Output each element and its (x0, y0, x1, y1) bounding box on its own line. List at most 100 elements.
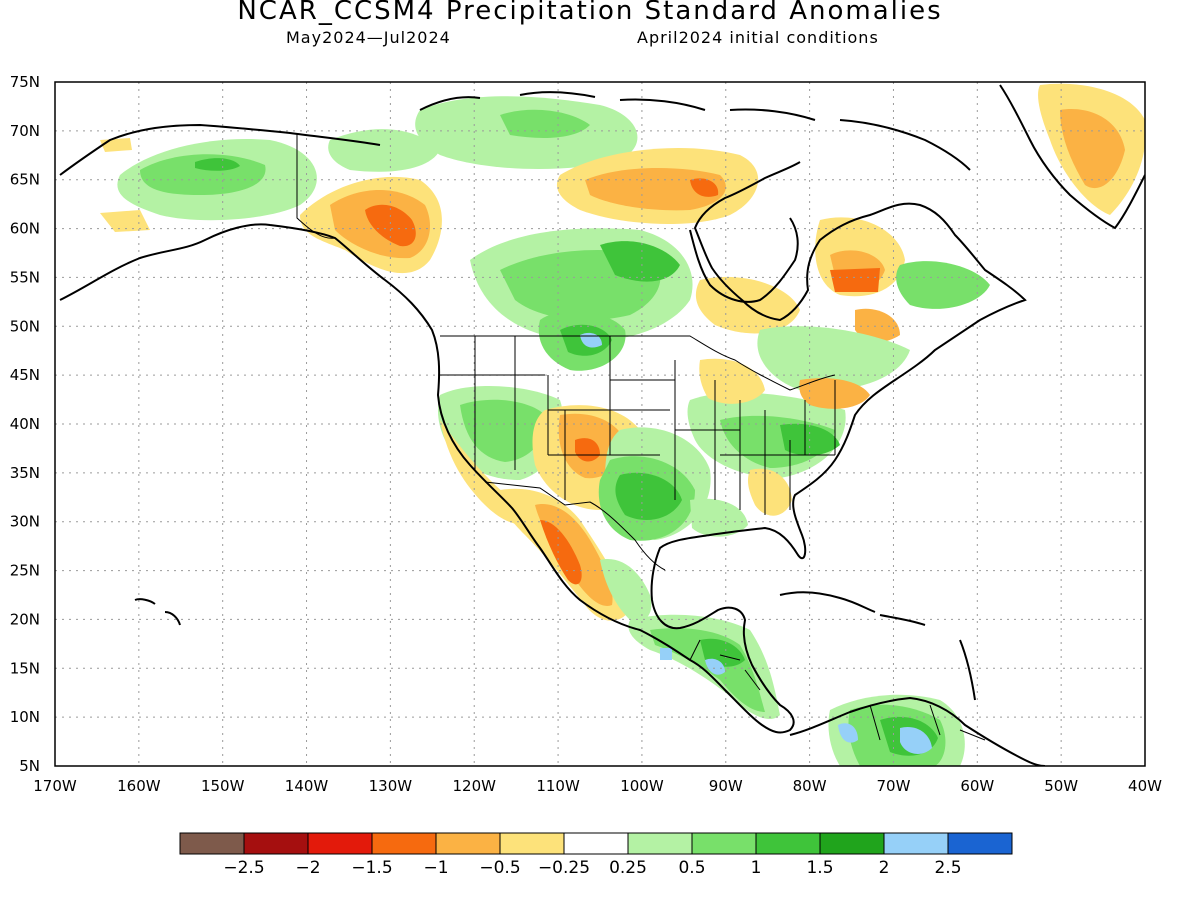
anomaly-gulf-stlawrence-dry (855, 308, 900, 342)
colorbar-label: −0.25 (538, 858, 590, 878)
anomaly-guatemala-wet-extreme (705, 658, 725, 675)
anomaly-arctic-wet (328, 129, 440, 172)
colorbar-label: 2 (879, 858, 890, 878)
lon-tick-label: 170W (33, 777, 77, 795)
anomaly-alaska-dry-small (100, 138, 132, 152)
lat-tick-label: 45N (10, 366, 40, 384)
anomaly-chiapas-wet-extreme (660, 648, 672, 660)
us-mexico-border (484, 481, 666, 571)
colorbar-label: −2.5 (223, 858, 264, 878)
colorbar-label: −1 (423, 858, 448, 878)
anomaly-bc-dry-strong (365, 204, 416, 247)
colorbar-swatch (755, 832, 821, 855)
south-america-borders (869, 704, 986, 741)
anomaly-gulf-coast-wet (690, 498, 748, 537)
canadian-archipelago (419, 91, 971, 171)
colorbar-swatch (179, 832, 245, 855)
anomaly-quebec-dry-strong (830, 268, 880, 292)
colorbar-swatch (563, 832, 629, 855)
anomaly-shading (100, 83, 1145, 766)
hawaii-islands (134, 598, 181, 626)
alaska-north-coast (59, 123, 381, 176)
anomaly-hudson-dry-mod (585, 168, 726, 211)
north-america-coastline (59, 161, 1027, 734)
us-canada-border (440, 335, 836, 391)
anomaly-labrador-wet (896, 261, 990, 309)
anomaly-greenland-dry-mod (1060, 109, 1125, 189)
lon-tick-label: 70W (877, 777, 911, 795)
lon-tick-label: 140W (285, 777, 329, 795)
lon-tick-label: 110W (536, 777, 580, 795)
lat-tick-label: 20N (10, 610, 40, 628)
gulf-islands-cuba (779, 591, 976, 701)
anomaly-central-mexico-wet (600, 559, 652, 622)
lon-tick-label: 80W (793, 777, 827, 795)
graticule (55, 82, 1145, 766)
lat-tick-label: 15N (10, 659, 40, 677)
colorbar-swatch (947, 832, 1013, 855)
colorbar-label: 2.5 (934, 858, 961, 878)
colorbar-swatch (819, 832, 885, 855)
lat-tick-label: 60N (10, 220, 40, 238)
lon-tick-label: 150W (201, 777, 245, 795)
lon-tick-label: 90W (709, 777, 743, 795)
lat-tick-label: 35N (10, 464, 40, 482)
lat-tick-label: 40N (10, 415, 40, 433)
lat-tick-label: 5N (19, 757, 40, 775)
lat-tick-label: 65N (10, 171, 40, 189)
colorbar-label: −0.5 (479, 858, 520, 878)
colorbar-label: −1.5 (351, 858, 392, 878)
lon-tick-label: 120W (452, 777, 496, 795)
anomaly-dakota-wet-extreme (580, 332, 602, 348)
us-state-lines (440, 336, 836, 515)
lat-tick-label: 25N (10, 562, 40, 580)
colorbar-swatch (307, 832, 373, 855)
anomaly-four-corners-dry-strong (575, 438, 600, 462)
colorbar-swatch (371, 832, 437, 855)
longitude-labels: 170W 160W 150W 140W 130W 120W 110W 100W 90W 80W 70… (33, 777, 1162, 795)
colorbar-label: 0.25 (609, 858, 647, 878)
colorbar-label: −2 (295, 858, 320, 878)
map-title: NCAR_CCSM4 Precipitation Standard Anomal… (237, 0, 943, 26)
lon-tick-label: 60W (960, 777, 994, 795)
colorbar-swatch (435, 832, 501, 855)
lat-tick-label: 30N (10, 513, 40, 531)
lat-tick-label: 75N (10, 73, 40, 91)
anomaly-venezuela-wet-extreme (900, 726, 932, 754)
colorbar-swatch (691, 832, 757, 855)
colorbar-label: 0.5 (678, 858, 705, 878)
lon-tick-label: 50W (1044, 777, 1078, 795)
central-america-borders (689, 639, 761, 691)
lat-tick-label: 50N (10, 317, 40, 335)
lon-tick-label: 40W (1128, 777, 1162, 795)
lat-tick-label: 70N (10, 122, 40, 140)
lat-tick-label: 10N (10, 708, 40, 726)
lon-tick-label: 160W (117, 777, 161, 795)
anomaly-eastern-canada-wet (757, 326, 910, 391)
alaska-canada-border (296, 134, 336, 239)
colorbar: −2.5 −2 −1.5 −1 −0.5 −0.25 0.25 0.5 1 1.5 2 2.5 (179, 832, 1013, 878)
anomaly-alaska-wet-max (195, 158, 240, 171)
colorbar-swatch (499, 832, 565, 855)
anomaly-colombia-wet-extreme (838, 723, 858, 743)
political-borders (296, 134, 986, 741)
lat-tick-label: 55N (10, 268, 40, 286)
colorbar-label: 1 (751, 858, 762, 878)
colorbar-label: 1.5 (806, 858, 833, 878)
latitude-labels: 75N 70N 65N 60N 55N 50N 45N 40N 35N 30N 25N 20N 15N 1… (10, 73, 40, 775)
anomaly-texas-wet-strong (615, 472, 682, 520)
anomaly-great-basin-wet-mod (460, 399, 546, 462)
coastlines (59, 84, 1145, 766)
anomaly-hudson-dry-strong (690, 178, 719, 197)
greenland-coast (999, 84, 1145, 230)
season-subtitle: May2024—Jul2024 (286, 28, 451, 47)
hudson-bay-coast (689, 217, 799, 303)
colorbar-swatch (627, 832, 693, 855)
plot-frame (54, 81, 1146, 767)
colorbar-swatch (883, 832, 949, 855)
colorbar-swatch (243, 832, 309, 855)
lon-tick-label: 130W (369, 777, 413, 795)
south-america-coast (789, 696, 1046, 766)
anomaly-mexico-dry-strong (540, 520, 582, 585)
